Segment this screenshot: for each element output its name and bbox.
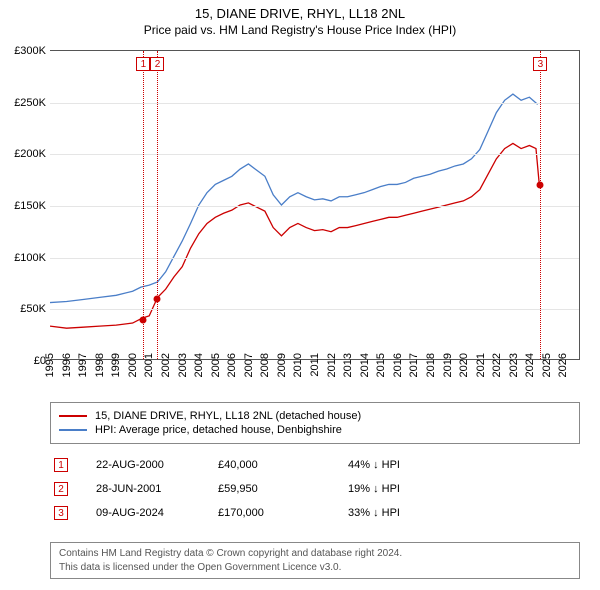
sale-marker-box: 1 — [136, 57, 150, 71]
x-tick-label: 2024 — [524, 353, 536, 377]
x-tick-label: 2016 — [392, 353, 404, 377]
footer-box: Contains HM Land Registry data © Crown c… — [50, 542, 580, 579]
sales-row: 1 22-AUG-2000 £40,000 44% ↓ HPI — [50, 454, 580, 478]
x-tick-label: 2026 — [557, 353, 569, 377]
legend-box: 15, DIANE DRIVE, RHYL, LL18 2NL (detache… — [50, 402, 580, 444]
y-tick-label: £50K — [2, 303, 46, 315]
sale-marker-icon: 1 — [54, 458, 68, 472]
sale-marker-box: 2 — [150, 57, 164, 71]
sales-row: 2 28-JUN-2001 £59,950 19% ↓ HPI — [50, 478, 580, 502]
sale-price: £40,000 — [218, 459, 348, 471]
x-tick-label: 2001 — [143, 353, 155, 377]
sale-date: 22-AUG-2000 — [68, 459, 218, 471]
x-tick-label: 2007 — [243, 353, 255, 377]
sale-vline — [143, 51, 144, 359]
legend-swatch — [59, 429, 87, 431]
x-tick-label: 2020 — [458, 353, 470, 377]
sale-pct: 44% ↓ HPI — [348, 459, 468, 471]
sale-point-icon — [537, 182, 544, 189]
x-tick-label: 2025 — [541, 353, 553, 377]
y-tick-label: £200K — [2, 148, 46, 160]
x-tick-label: 2011 — [309, 353, 321, 377]
series-line-property — [50, 143, 539, 328]
x-tick-label: 2006 — [226, 353, 238, 377]
gridline — [50, 206, 579, 207]
x-tick-label: 2004 — [193, 353, 205, 377]
sale-vline — [540, 51, 541, 359]
x-tick-label: 2017 — [408, 353, 420, 377]
chart-lines-svg — [50, 51, 579, 359]
x-tick-label: 2000 — [127, 353, 139, 377]
x-tick-label: 2005 — [210, 353, 222, 377]
legend-label: HPI: Average price, detached house, Denb… — [95, 424, 342, 436]
sales-table: 1 22-AUG-2000 £40,000 44% ↓ HPI 2 28-JUN… — [50, 454, 580, 526]
legend-label: 15, DIANE DRIVE, RHYL, LL18 2NL (detache… — [95, 410, 361, 422]
x-tick-label: 2002 — [160, 353, 172, 377]
x-tick-label: 1999 — [110, 353, 122, 377]
footer-line: This data is licensed under the Open Gov… — [59, 561, 571, 575]
y-tick-label: £150K — [2, 200, 46, 212]
series-line-hpi — [50, 94, 538, 302]
gridline — [50, 103, 579, 104]
gridline — [50, 258, 579, 259]
sale-pct: 33% ↓ HPI — [348, 507, 468, 519]
sale-price: £59,950 — [218, 483, 348, 495]
gridline — [50, 154, 579, 155]
sale-pct: 19% ↓ HPI — [348, 483, 468, 495]
x-tick-label: 2018 — [425, 353, 437, 377]
y-tick-label: £100K — [2, 252, 46, 264]
legend-item: HPI: Average price, detached house, Denb… — [59, 423, 571, 437]
x-tick-label: 2022 — [491, 353, 503, 377]
x-tick-label: 2013 — [342, 353, 354, 377]
x-tick-label: 2012 — [326, 353, 338, 377]
chart-plot-area: £0£50K£100K£150K£200K£250K£300K199519961… — [50, 50, 580, 360]
sale-marker-box: 3 — [533, 57, 547, 71]
legend-swatch — [59, 415, 87, 417]
x-tick-label: 2021 — [475, 353, 487, 377]
legend-item: 15, DIANE DRIVE, RHYL, LL18 2NL (detache… — [59, 409, 571, 423]
x-tick-label: 2009 — [276, 353, 288, 377]
sale-date: 28-JUN-2001 — [68, 483, 218, 495]
x-tick-label: 2003 — [177, 353, 189, 377]
chart-container: 15, DIANE DRIVE, RHYL, LL18 2NL Price pa… — [0, 0, 600, 590]
sale-marker-icon: 2 — [54, 482, 68, 496]
y-tick-label: £250K — [2, 97, 46, 109]
sale-vline — [157, 51, 158, 359]
x-tick-label: 2023 — [508, 353, 520, 377]
x-tick-label: 2019 — [442, 353, 454, 377]
y-tick-label: £0 — [2, 355, 46, 367]
x-tick-label: 1998 — [94, 353, 106, 377]
sale-date: 09-AUG-2024 — [68, 507, 218, 519]
x-tick-label: 1996 — [61, 353, 73, 377]
sale-point-icon — [140, 316, 147, 323]
x-tick-label: 2015 — [375, 353, 387, 377]
sales-row: 3 09-AUG-2024 £170,000 33% ↓ HPI — [50, 502, 580, 526]
sale-price: £170,000 — [218, 507, 348, 519]
x-tick-label: 2010 — [292, 353, 304, 377]
y-tick-label: £300K — [2, 45, 46, 57]
sale-marker-icon: 3 — [54, 506, 68, 520]
footer-line: Contains HM Land Registry data © Crown c… — [59, 547, 571, 561]
gridline — [50, 309, 579, 310]
x-tick-label: 2008 — [259, 353, 271, 377]
chart-subtitle: Price paid vs. HM Land Registry's House … — [0, 21, 600, 37]
sale-point-icon — [154, 296, 161, 303]
x-tick-label: 1997 — [77, 353, 89, 377]
x-tick-label: 2014 — [359, 353, 371, 377]
x-tick-label: 1995 — [44, 353, 56, 377]
chart-title: 15, DIANE DRIVE, RHYL, LL18 2NL — [0, 0, 600, 21]
